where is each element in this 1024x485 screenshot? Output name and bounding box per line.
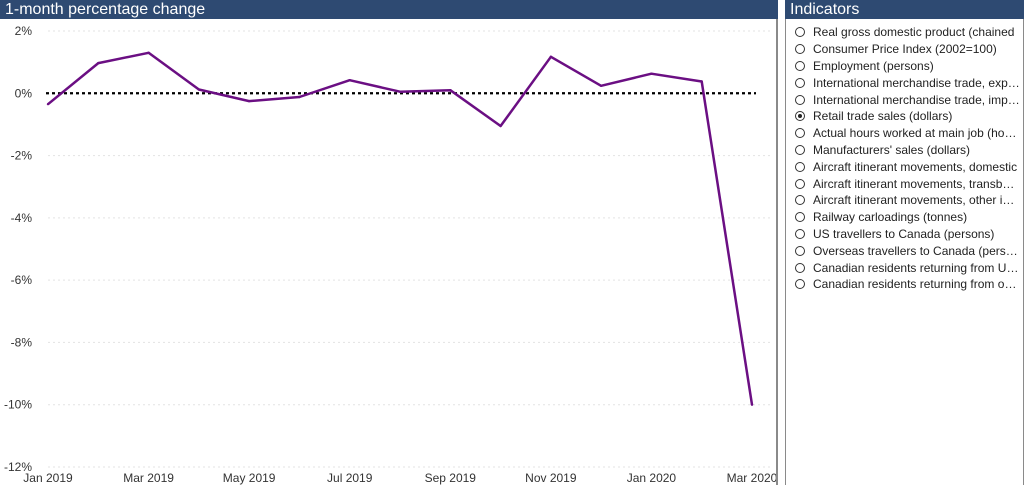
indicator-option[interactable]: Employment (persons)	[795, 58, 1021, 75]
indicator-option[interactable]: Manufacturers' sales (dollars)	[795, 142, 1021, 159]
indicator-label: Actual hours worked at main job (hours)	[813, 126, 1021, 141]
x-tick-label: Nov 2019	[525, 471, 577, 485]
indicator-label: US travellers to Canada (persons)	[813, 226, 995, 241]
indicator-option[interactable]: International merchandise trade, imports	[795, 91, 1021, 108]
indicator-option[interactable]: Canadian residents returning from overse…	[795, 276, 1021, 293]
data-point	[449, 88, 452, 92]
data-point	[247, 99, 251, 103]
data-point	[348, 79, 351, 82]
radio-button[interactable]	[795, 279, 805, 290]
data-point	[147, 51, 150, 54]
indicator-label: Retail trade sales (dollars)	[813, 109, 953, 124]
indicator-label: International merchandise trade, imports	[813, 92, 1021, 107]
indicator-label: International merchandise trade, exports	[813, 75, 1021, 90]
y-tick-label: -12%	[4, 460, 32, 474]
y-tick-label: 2%	[15, 24, 33, 38]
indicator-option[interactable]: Retail trade sales (dollars)	[795, 108, 1021, 125]
y-tick-label: -2%	[11, 149, 33, 163]
indicator-label: Aircraft itinerant movements, domestic	[813, 159, 1018, 174]
x-tick-label: Mar 2019	[123, 471, 174, 485]
radio-button[interactable]	[795, 161, 805, 172]
y-tick-label: 0%	[15, 86, 33, 100]
y-tick-label: -4%	[11, 211, 33, 225]
data-point	[650, 72, 653, 75]
radio-button[interactable]	[795, 77, 805, 88]
radio-button[interactable]	[795, 111, 805, 122]
indicator-option[interactable]: International merchandise trade, exports	[795, 74, 1021, 91]
indicator-label: Aircraft itinerant movements, transborde…	[813, 176, 1021, 191]
x-tick-label: Sep 2019	[425, 471, 477, 485]
data-point	[700, 80, 703, 83]
indicator-label: Employment (persons)	[813, 58, 934, 73]
radio-button[interactable]	[795, 27, 805, 38]
radio-button[interactable]	[795, 94, 805, 105]
data-point	[499, 124, 502, 128]
radio-button[interactable]	[795, 262, 805, 273]
indicators-title: Indicators	[785, 0, 1024, 19]
y-tick-label: -10%	[4, 398, 32, 412]
indicator-option[interactable]: Real gross domestic product (chained	[795, 24, 1021, 41]
indicator-label: Railway carloadings (tonnes)	[813, 210, 968, 225]
indicator-option[interactable]: Overseas travellers to Canada (persons)	[795, 242, 1021, 259]
radio-button[interactable]	[795, 144, 805, 155]
x-tick-label: May 2019	[223, 471, 276, 485]
indicator-option[interactable]: US travellers to Canada (persons)	[795, 226, 1021, 243]
indicator-label: Manufacturers' sales (dollars)	[813, 142, 971, 157]
radio-button[interactable]	[795, 195, 805, 206]
x-tick-label: Jan 2020	[627, 471, 677, 485]
radio-button[interactable]	[795, 228, 805, 239]
data-point	[97, 61, 100, 65]
data-point	[46, 102, 50, 106]
indicator-label: Canadian residents returning from United…	[813, 260, 1021, 275]
data-point	[549, 55, 553, 59]
data-point	[197, 88, 201, 91]
indicator-option[interactable]: Consumer Price Index (2002=100)	[795, 41, 1021, 58]
indicator-label: Consumer Price Index (2002=100)	[813, 42, 997, 57]
indicator-option[interactable]: Aircraft itinerant movements, domestic	[795, 158, 1021, 175]
series-line	[47, 51, 754, 405]
indicator-label: Real gross domestic product (chained	[813, 25, 1015, 40]
data-point	[398, 90, 402, 93]
indicator-label: Overseas travellers to Canada (persons)	[813, 243, 1021, 258]
radio-button[interactable]	[795, 212, 805, 223]
indicator-option[interactable]: Actual hours worked at main job (hours)	[795, 125, 1021, 142]
y-tick-label: -6%	[11, 273, 33, 287]
radio-button[interactable]	[795, 245, 805, 256]
x-tick-label: Jul 2019	[327, 471, 373, 485]
indicator-option[interactable]: Canadian residents returning from United…	[795, 259, 1021, 276]
radio-button[interactable]	[795, 178, 805, 189]
indicator-label: Aircraft itinerant movements, other inte…	[813, 193, 1021, 208]
indicator-radio-list: Real gross domestic product (chained Cons…	[795, 24, 1021, 293]
data-point	[599, 84, 603, 88]
chart-title: 1-month percentage change	[0, 0, 778, 19]
indicator-label: Canadian residents returning from overse…	[813, 277, 1021, 292]
x-tick-label: Mar 2020	[727, 471, 776, 485]
indicator-option[interactable]: Aircraft itinerant movements, other inte…	[795, 192, 1021, 209]
radio-button[interactable]	[795, 44, 805, 55]
chart-panel	[776, 0, 778, 485]
y-tick-label: -8%	[11, 335, 33, 349]
radio-button[interactable]	[795, 60, 805, 71]
x-tick-label: Jan 2019	[23, 471, 73, 485]
radio-button[interactable]	[795, 128, 805, 139]
data-point	[750, 403, 754, 406]
line-chart: 2% 0% -2% -4% -6% -8% -10% -12% Jan 2019 Mar 201…	[4, 24, 776, 485]
indicator-option[interactable]: Aircraft itinerant movements, transborde…	[795, 175, 1021, 192]
data-point	[298, 95, 301, 99]
indicator-option[interactable]: Railway carloadings (tonnes)	[795, 209, 1021, 226]
